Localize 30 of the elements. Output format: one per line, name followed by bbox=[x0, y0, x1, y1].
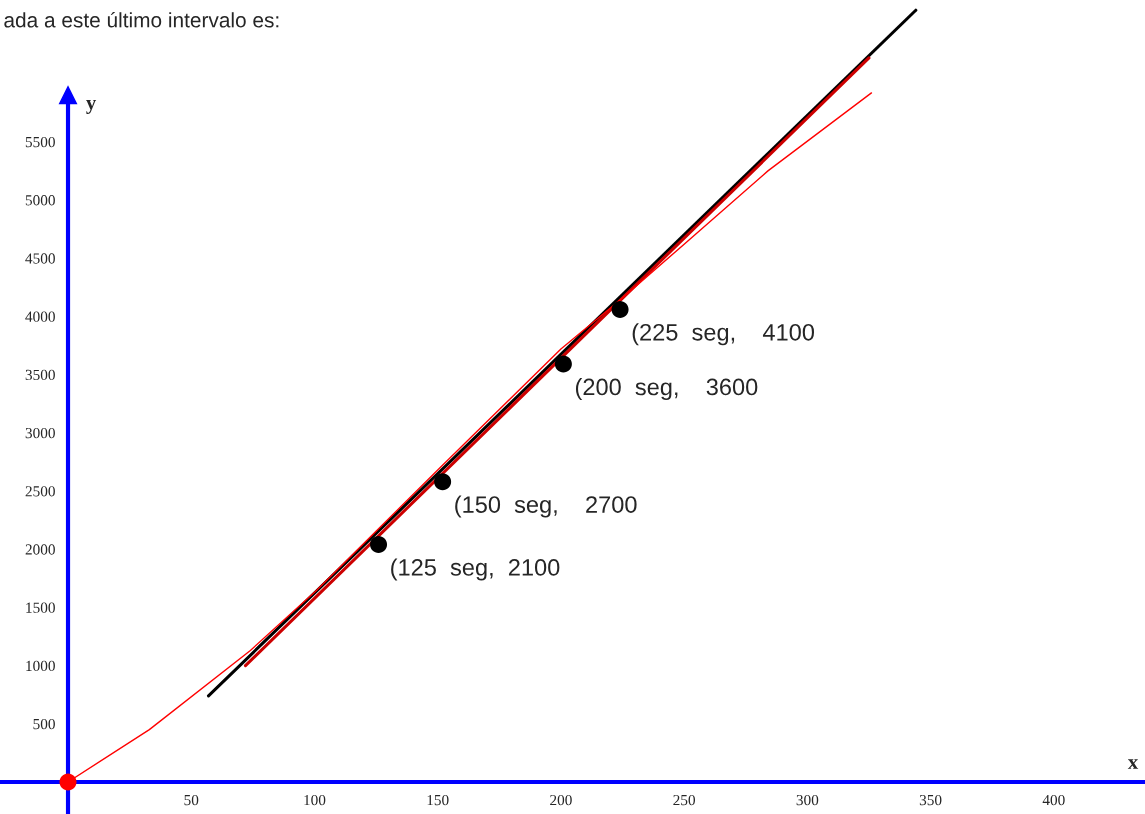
annotation: (150 seg, 2700 bbox=[455, 495, 637, 518]
y-tick-label: 5000 bbox=[25, 195, 55, 206]
x-tick-label: 150 bbox=[427, 794, 449, 806]
y-tick-label: 3000 bbox=[25, 427, 55, 439]
chart-title: ada a este último intervalo es: bbox=[4, 11, 279, 28]
point bbox=[611, 300, 629, 318]
x-tick-label: 250 bbox=[673, 794, 696, 806]
x-tick-label: 300 bbox=[796, 794, 819, 806]
annotation: (225 seg, 4100 bbox=[632, 323, 815, 346]
point bbox=[370, 536, 388, 554]
x-tick-label: 200 bbox=[550, 794, 572, 806]
x-tick-label: 100 bbox=[304, 794, 326, 806]
x-tick-label: 350 bbox=[919, 794, 942, 806]
annotation: (200 seg, 3600 bbox=[575, 377, 758, 400]
y-tick-label: 1000 bbox=[26, 660, 55, 672]
point bbox=[434, 473, 452, 491]
y-tick-label: 4500 bbox=[25, 253, 55, 264]
y-tick-label: 2000 bbox=[25, 544, 55, 555]
y-tick-label: 1500 bbox=[26, 602, 55, 613]
x-tick-label: 400 bbox=[1042, 794, 1065, 806]
x-tick-label: 50 bbox=[184, 794, 199, 806]
x-axis-title: x bbox=[1127, 759, 1139, 769]
y-tick-label: 5500 bbox=[25, 136, 55, 148]
y-tick-label: 4000 bbox=[25, 311, 55, 322]
y-tick-label: 3500 bbox=[25, 369, 55, 381]
y-tick-label: 500 bbox=[33, 718, 55, 730]
point bbox=[554, 355, 572, 373]
annotation: (125 seg, 2100 bbox=[391, 558, 560, 581]
y-axis-title: y bbox=[86, 99, 97, 114]
y-tick-label: 2500 bbox=[25, 486, 55, 497]
